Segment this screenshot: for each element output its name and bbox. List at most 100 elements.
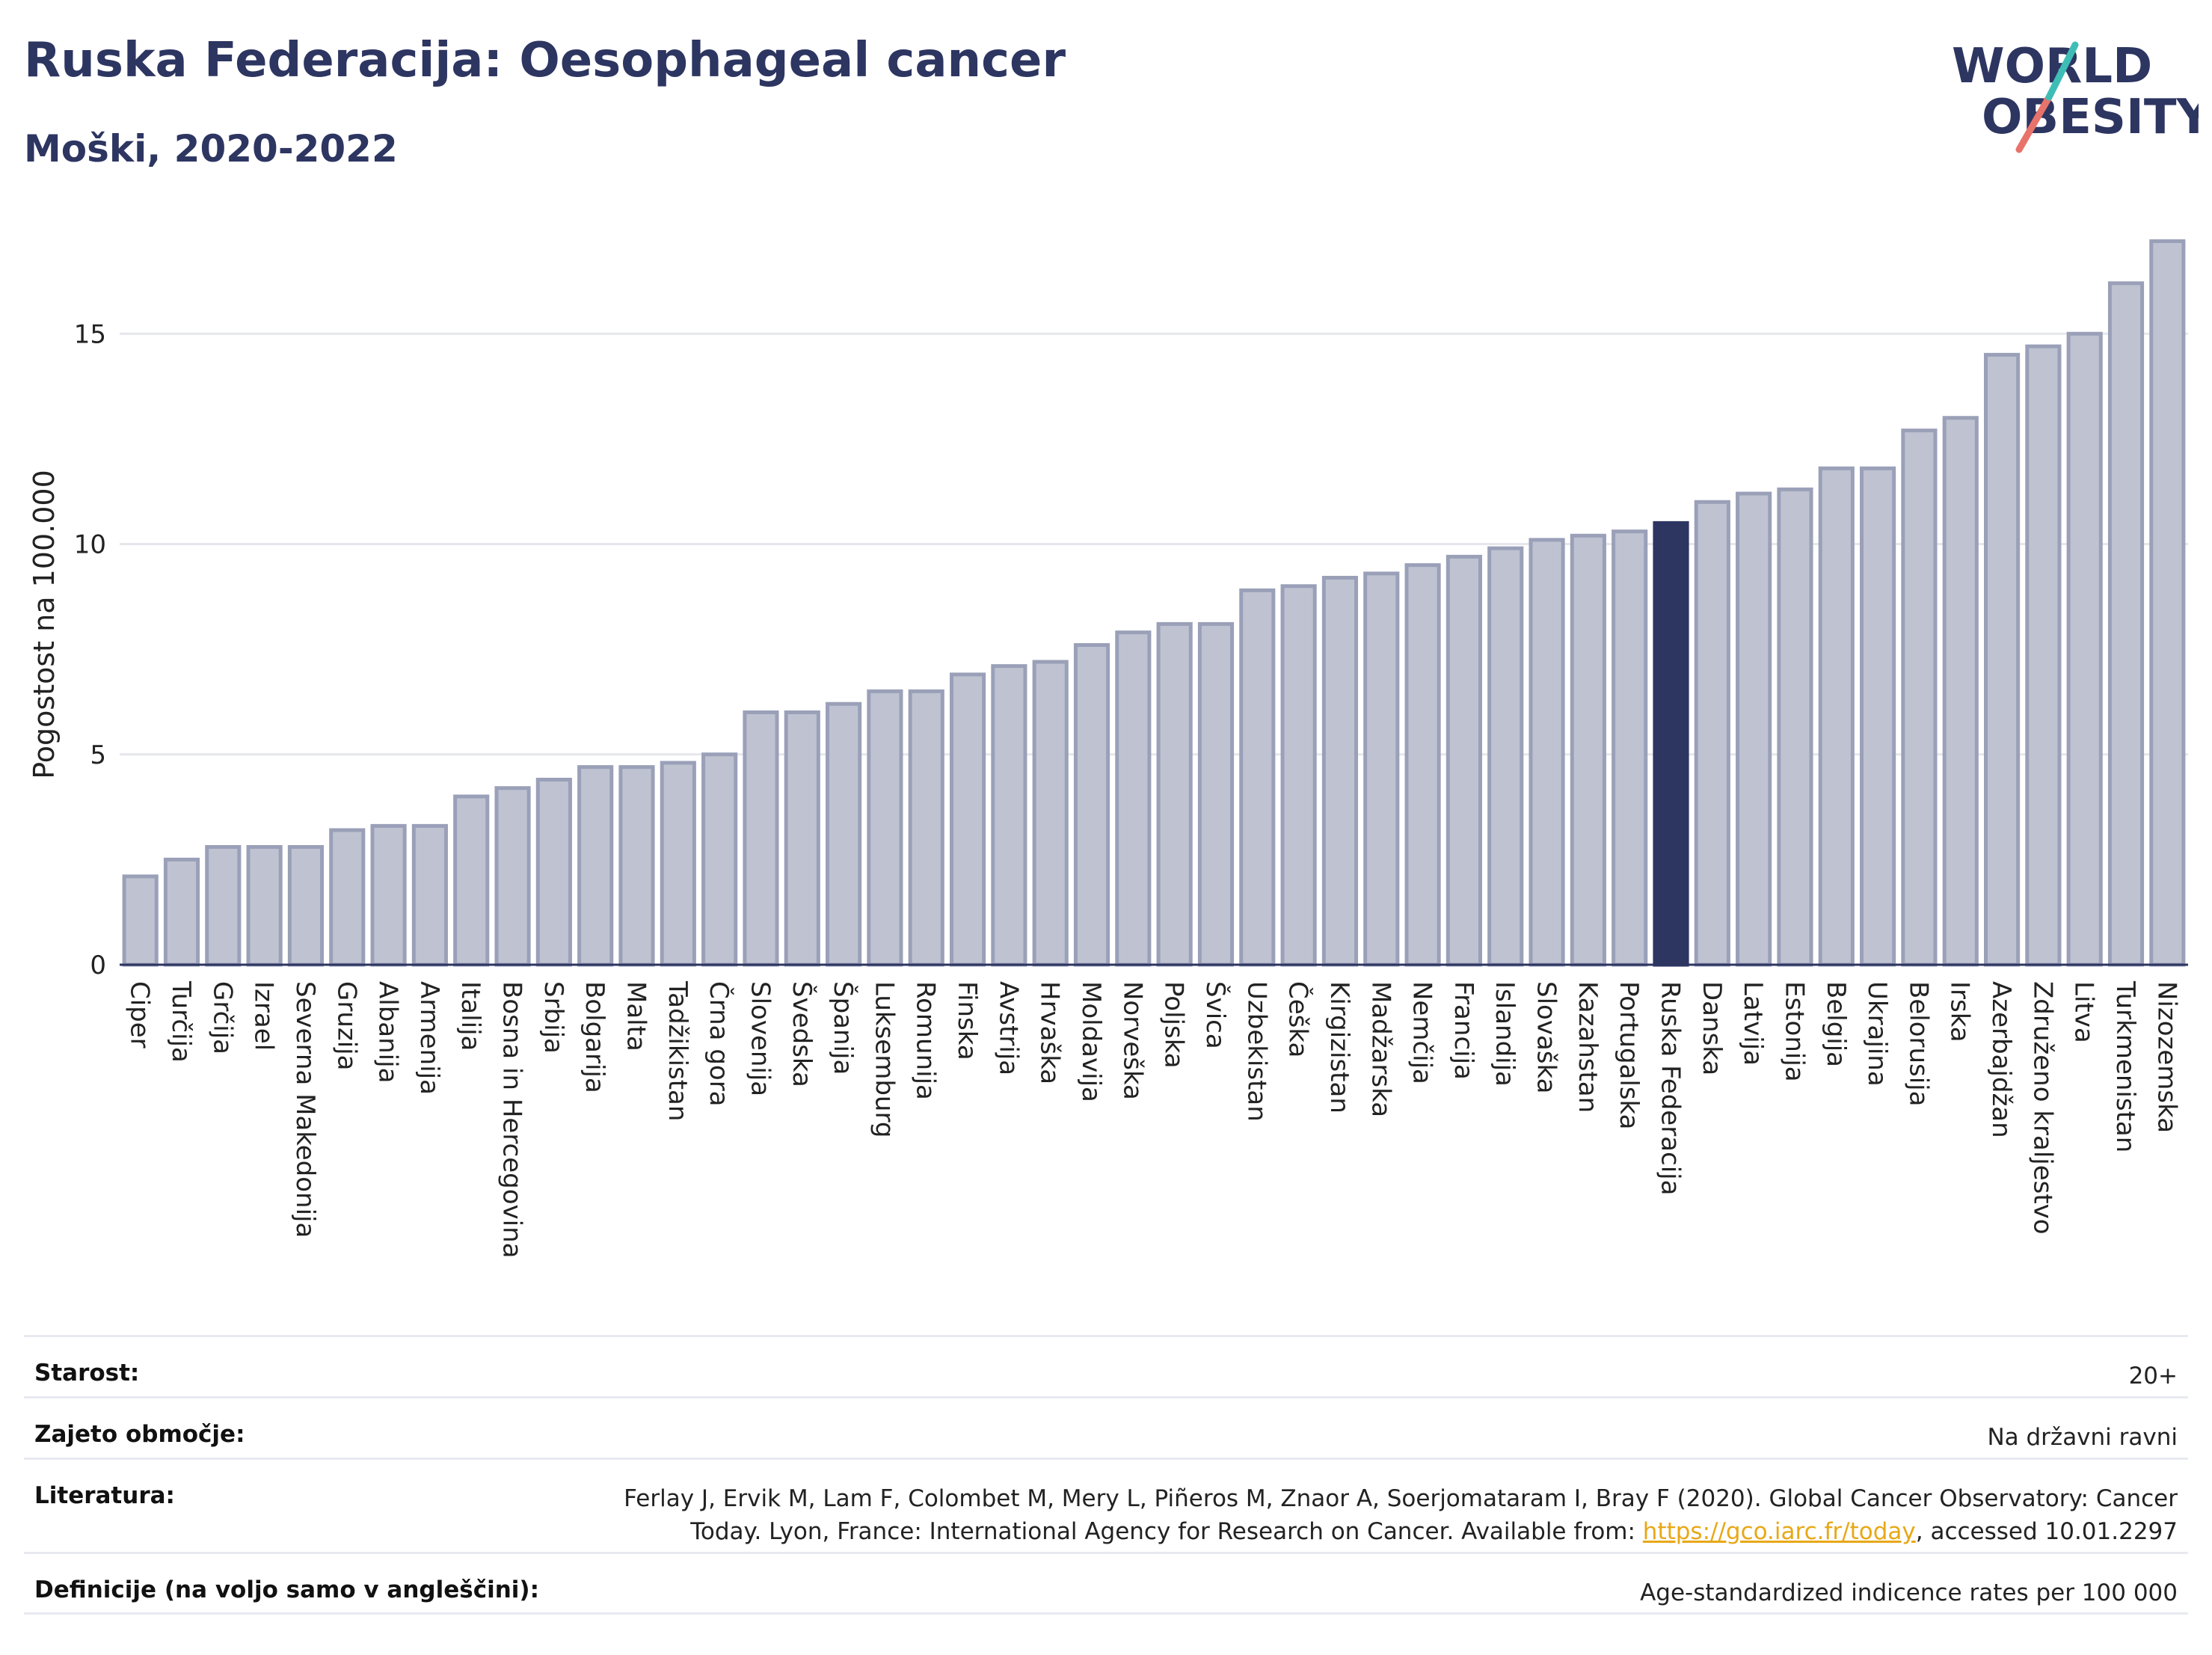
bar [2107,281,2145,967]
x-tick-label: Grčija [207,981,237,1054]
x-tick-label: Irska [1945,981,1975,1043]
logo-slash-lower [2015,93,2053,153]
y-tick-label: 15 [74,319,106,349]
y-axis-label: Pogostost na 100.000 [28,470,61,779]
x-tick-label: Armenija [414,981,444,1095]
references-link[interactable]: https://gco.iarc.fr/today [1642,1518,1916,1545]
bar [2149,239,2186,967]
bar [1942,416,1979,967]
page-subtitle: Moški, 2020-2022 [24,127,398,171]
bar [660,761,696,967]
bar [122,874,159,967]
x-tick-label: Švica [1200,981,1231,1049]
coverage-label: Zajeto območje: [34,1421,245,1448]
bar [1983,352,2021,967]
x-tick-label: Avstrija [993,981,1023,1075]
x-tick-label: Turčija [166,980,196,1063]
references-line-2-pre: Today. Lyon, France: International Agenc… [690,1518,1643,1545]
bar [1736,491,1772,967]
x-tick-label: Portugalska [1614,981,1644,1129]
x-tick-label: Poljska [1159,981,1189,1069]
bar [784,710,820,967]
bar [163,857,200,967]
bar [1570,533,1606,967]
bar [329,828,366,967]
references-label: Literatura: [34,1482,175,1509]
info-row-age: Starost: 20+ [24,1335,2188,1396]
bar [1404,563,1441,967]
x-tick-label: Češka [1283,981,1314,1057]
x-tick-label: Uzbekistan [1241,981,1271,1122]
x-tick-label: Tadžikistan [663,980,692,1121]
page-title: Ruska Federacija: Oesophageal cancer [24,33,1066,88]
bar [1363,571,1400,967]
x-tick-label: Litva [2069,981,2099,1043]
bar [908,689,944,967]
coverage-value: Na državni ravni [1987,1424,2178,1451]
bar [1860,466,1896,967]
x-tick-label: Luksemburg [869,981,899,1137]
x-tick-label: Bolgarija [580,981,609,1093]
x-tick-label: Izrael [249,981,279,1051]
info-row-definitions: Definicije (na voljo samo v angleščini):… [24,1552,2188,1615]
x-tick-label: Bosna in Hercegovina [497,981,527,1259]
bar [453,794,490,967]
definitions-value: Age-standardized indicence rates per 100… [1640,1579,2178,1606]
bar [1073,643,1110,967]
x-tick-label: Kazahstan [1573,981,1603,1113]
definitions-label: Definicije (na voljo samo v angleščini): [34,1576,539,1603]
x-tick-label: Belorusija [1903,981,1933,1106]
bar [535,778,572,967]
bar [1197,621,1235,967]
bar [287,845,325,967]
bar [1239,588,1276,967]
bar [1280,584,1317,967]
x-tick-label: Združeno kraljestvo [2027,981,2057,1235]
age-value: 20+ [2128,1363,2178,1390]
x-tick-label: Severna Makedonija [290,981,320,1238]
x-tick-label: Nemčija [1407,981,1437,1084]
x-tick-label: Estonija [1779,981,1809,1082]
bar [246,845,283,967]
x-tick-label: Kirgizistan [1324,981,1354,1114]
x-tick-label: Gruzija [331,981,361,1070]
y-tick-label: 5 [90,740,106,770]
bar [867,689,903,967]
info-table: Starost: 20+ Zajeto območje: Na državni … [24,1335,2188,1615]
x-tick-label: Ukrajina [1862,981,1892,1087]
logo-slash-upper [2045,41,2079,101]
x-tick-label: Španija [828,981,858,1075]
x-tick-label: Romunija [911,981,941,1100]
bar [1901,429,1938,967]
x-tick-label: Finska [952,981,982,1060]
bar [949,672,986,967]
bar [1487,546,1524,967]
x-tick-label: Islandija [1490,981,1520,1087]
references-value: Ferlay J, Ervik M, Lam F, Colombet M, Me… [624,1482,2178,1548]
bar [1446,554,1482,967]
bar [205,845,242,967]
x-tick-label: Latvija [1738,981,1768,1066]
x-tick-label: Francija [1448,981,1478,1080]
x-tick-label: Slovaška [1531,981,1561,1093]
x-tick-label: Danska [1697,981,1727,1075]
x-tick-label: Norveška [1117,981,1147,1100]
y-tick-label: 10 [74,530,106,560]
x-tick-label: Hrvaška [1035,981,1065,1084]
bar [1529,538,1565,967]
x-tick-label: Ciper [125,981,155,1048]
bar [701,752,738,967]
x-tick-label: Malta [621,981,651,1051]
x-tick-label: Turkmenistan [2110,980,2140,1152]
bar [826,701,862,967]
x-tick-label: Azerbajdžan [1986,981,2016,1138]
y-tick-label: 0 [90,951,106,980]
x-tick-label: Srbija [538,981,568,1054]
logo-word-2: OBESITY [1982,90,2199,145]
x-tick-label: Ruska Federacija [1656,981,1686,1195]
x-tick-label: Italija [455,981,485,1051]
bar [1612,529,1648,967]
bar [1694,500,1730,967]
references-line-1: Ferlay J, Ervik M, Lam F, Colombet M, Me… [624,1485,2178,1512]
info-row-references: Literatura: Ferlay J, Ervik M, Lam F, Co… [24,1458,2188,1552]
